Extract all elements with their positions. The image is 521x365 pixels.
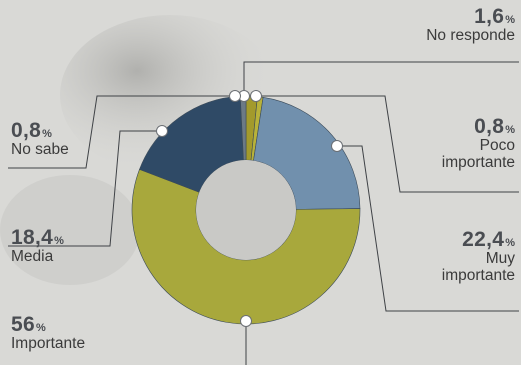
category-muy-importante-line2: importante [441,266,515,284]
label-muy-importante: 22,4% Muy importante [441,228,515,285]
unit-no-sabe: % [42,128,52,140]
donut-hole [196,160,296,260]
category-no-sabe: No sabe [11,141,69,159]
marker-dot-media [156,125,168,137]
marker-dot-importante [240,315,252,327]
marker-dot-poco-importante [250,90,262,102]
category-muy-importante-line1: Muy [485,250,515,268]
label-no-sabe: 0,8% No sabe [11,119,69,159]
label-importante: 56% Importante [11,313,86,353]
leader-line-media [8,130,162,247]
label-media: 18,4% Media [11,226,64,266]
value-media: 18,4 [11,226,54,249]
category-importante: Importante [11,335,86,353]
category-media: Media [11,248,54,266]
label-no-responde: 1,6% No responde [426,5,515,45]
value-no-responde: 1,6 [474,5,505,28]
category-no-responde: No responde [426,27,515,45]
unit-muy-importante: % [505,237,515,249]
leader-line-muy-importante [337,145,519,312]
unit-poco-importante: % [505,124,515,136]
value-poco-importante: 0,8 [474,115,505,138]
unit-no-responde: % [505,14,515,26]
category-poco-importante-line2: importante [441,153,515,171]
marker-dot-no-sabe [229,90,241,102]
marker-dot-muy-importante [331,140,343,152]
category-poco-importante-line1: Poco [479,137,515,155]
leader-line-no-responde [243,61,519,96]
label-poco-importante: 0,8% Poco importante [441,115,515,172]
unit-media: % [54,235,64,247]
leader-line-no-sabe [8,95,235,169]
value-no-sabe: 0,8 [11,119,42,142]
value-muy-importante: 22,4 [462,228,505,251]
value-importante: 56 [11,313,35,336]
leader-line-poco-importante [256,95,519,193]
unit-importante: % [35,322,46,334]
